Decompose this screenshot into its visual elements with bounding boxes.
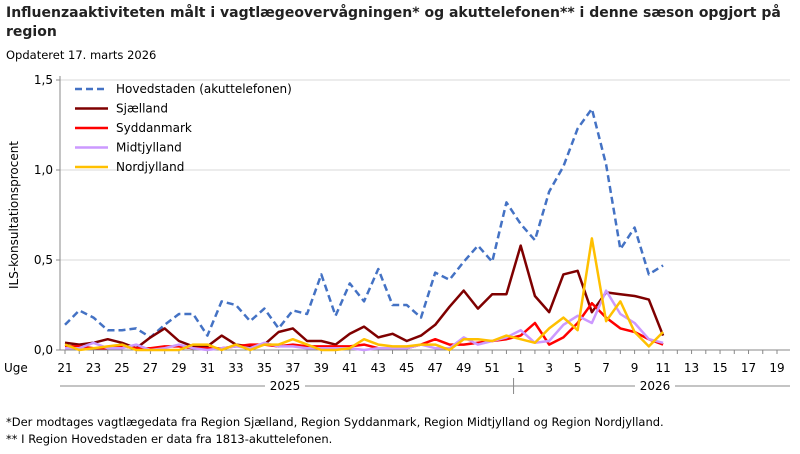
- x-tick-label: 35: [257, 361, 272, 375]
- x-tick-label: 3: [545, 361, 553, 375]
- x-tick-label: 49: [456, 361, 471, 375]
- footnote-2: ** I Region Hovedstaden er data fra 1813…: [6, 432, 333, 446]
- x-tick-label: 45: [399, 361, 414, 375]
- x-tick-label: 5: [574, 361, 582, 375]
- x-tick-label: 43: [371, 361, 386, 375]
- series-line-midtjylland: [65, 289, 664, 352]
- x-tick-label: 7: [602, 361, 610, 375]
- x-tick-label: 37: [285, 361, 300, 375]
- y-tick-label: 1,0: [34, 163, 53, 177]
- x-tick-label: 11: [655, 361, 670, 375]
- x-tick-label: 21: [57, 361, 72, 375]
- footnote-1: *Der modtages vagtlægedata fra Region Sj…: [6, 415, 664, 429]
- legend-label: Sjælland: [116, 102, 168, 116]
- legend-label: Syddanmark: [116, 121, 192, 135]
- x-tick-label: 9: [631, 361, 639, 375]
- x-tick-label: 15: [712, 361, 727, 375]
- legend-label: Hovedstaden (akuttelefonen): [116, 82, 292, 96]
- x-tick-label: 25: [114, 361, 129, 375]
- series-line-sjælland: [64, 244, 665, 350]
- y-tick-label: 1,5: [34, 73, 53, 87]
- x-tick-label: 31: [200, 361, 215, 375]
- x-tick-label: 29: [171, 361, 186, 375]
- x-tick-label: 19: [769, 361, 784, 375]
- chart-title: Influenzaaktiviteten målt i vagtlægeover…: [6, 5, 781, 40]
- y-tick-label: 0,5: [34, 253, 53, 267]
- y-tick-label: 0,0: [34, 343, 53, 357]
- x-tick-label: 13: [684, 361, 699, 375]
- x-tick-label: 33: [228, 361, 243, 375]
- legend-label: Nordjylland: [116, 160, 184, 174]
- year-label: 2026: [640, 379, 671, 393]
- legend-label: Midtjylland: [116, 141, 182, 155]
- x-tick-label: 23: [86, 361, 101, 375]
- year-label: 2025: [270, 379, 301, 393]
- x-tick-label: 1: [517, 361, 525, 375]
- updated-date: Opdateret 17. marts 2026: [6, 48, 157, 62]
- series-line-syddanmark: [65, 301, 664, 350]
- x-tick-label: 17: [741, 361, 756, 375]
- x-tick-label: 41: [342, 361, 357, 375]
- series-line-hovedstaden: [64, 107, 664, 339]
- x-tick-label: 39: [314, 361, 329, 375]
- x-tick-label: 51: [485, 361, 500, 375]
- x-tick-label: 47: [428, 361, 443, 375]
- x-axis-label: Uge: [4, 361, 28, 375]
- x-tick-label: 27: [143, 361, 158, 375]
- series-line-nordjylland: [64, 237, 664, 352]
- y-axis-label: ILS-konsultationsprocent: [7, 141, 21, 289]
